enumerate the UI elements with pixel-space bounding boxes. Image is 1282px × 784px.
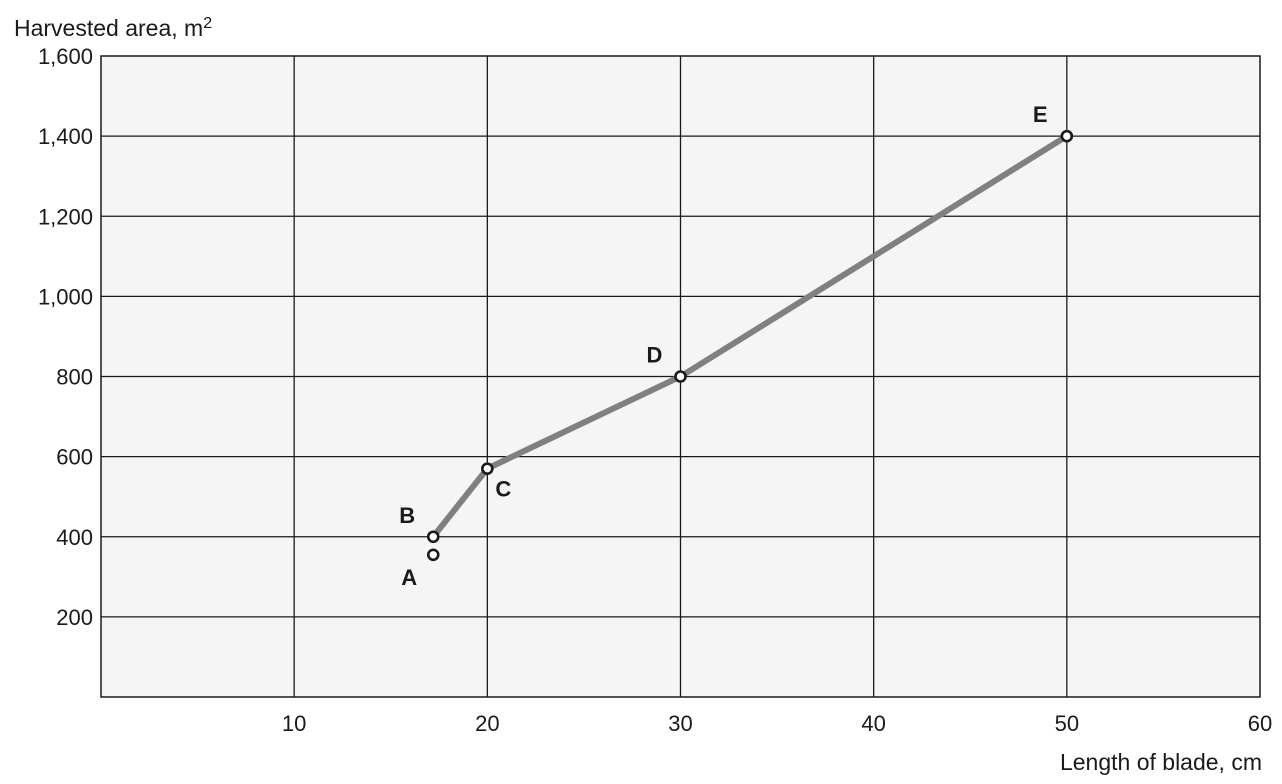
y-tick-label-400: 400	[56, 525, 93, 550]
series-harvested-area	[430, 133, 1070, 540]
point-B	[426, 530, 440, 544]
y-tick-label-1400: 1,400	[38, 124, 93, 149]
y-tick-label-1600: 1,600	[38, 44, 93, 69]
point-E	[1060, 129, 1074, 143]
point-A	[426, 548, 440, 562]
x-axis-title: Length of blade, cm	[1060, 749, 1262, 775]
x-tick-label-10: 10	[282, 711, 306, 736]
x-axis-ticks: 10 20 30 40 50 60	[282, 711, 1272, 736]
point-label-A: A	[401, 565, 417, 590]
y-axis-title-text: Harvested area, m	[14, 15, 203, 41]
y-axis-title-superscript: 2	[203, 15, 212, 32]
x-tick-label-20: 20	[475, 711, 499, 736]
x-tick-label-50: 50	[1055, 711, 1079, 736]
y-axis-ticks: 200 400 600 800 1,000 1,200 1,400 1,600	[38, 44, 93, 630]
point-label-B: B	[399, 503, 415, 528]
y-tick-label-800: 800	[56, 365, 93, 390]
x-tick-label-30: 30	[668, 711, 692, 736]
point-label-C: C	[495, 477, 511, 502]
y-axis-title: Harvested area, m2	[14, 15, 212, 42]
data-points	[426, 129, 1074, 562]
point-label-D: D	[647, 343, 663, 368]
point-label-E: E	[1033, 102, 1048, 127]
series-line	[430, 133, 1070, 540]
y-tick-label-200: 200	[56, 605, 93, 630]
point-C	[481, 462, 494, 475]
point-labels: A B C D E	[399, 102, 1047, 590]
y-tick-label-1000: 1,000	[38, 284, 93, 309]
x-tick-label-60: 60	[1248, 711, 1272, 736]
y-tick-label-1200: 1,200	[38, 204, 93, 229]
point-D	[674, 370, 687, 383]
y-tick-label-600: 600	[56, 445, 93, 470]
x-tick-label-40: 40	[861, 711, 885, 736]
